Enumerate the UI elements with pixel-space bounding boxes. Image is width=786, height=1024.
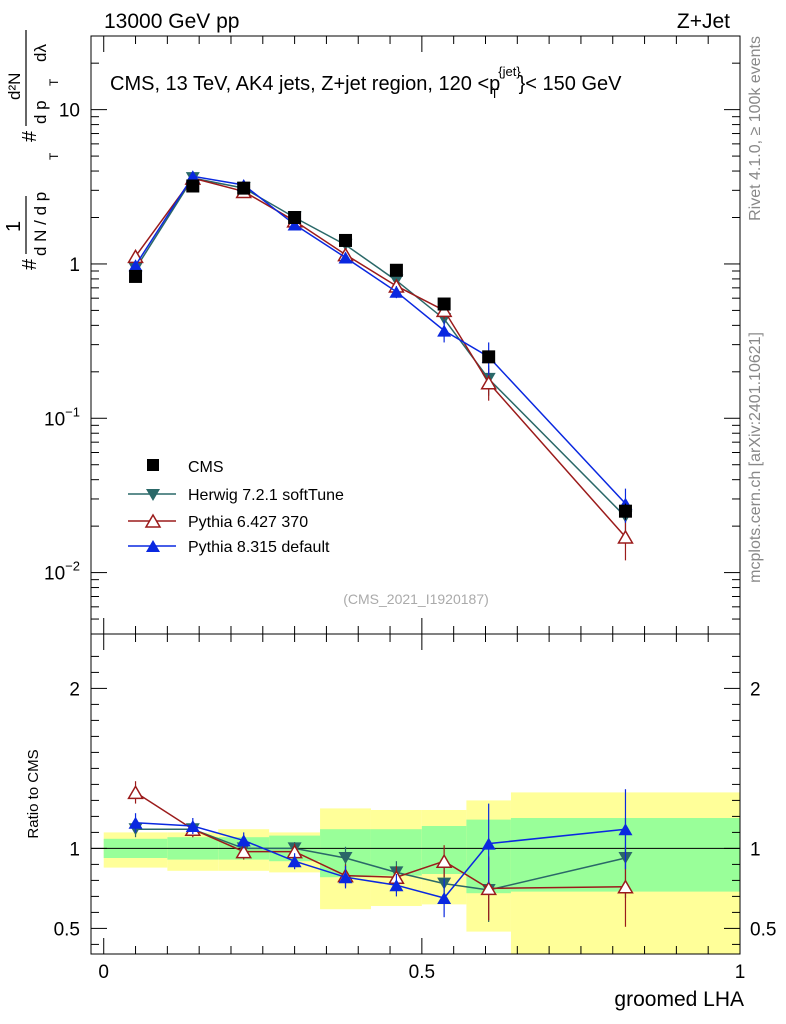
- ratio-y-tick-label-right: 1: [750, 839, 761, 860]
- main-ylabel: # 1 d N / d p T # d²N d p T dλ: [3, 30, 61, 270]
- main-data-point: [618, 504, 632, 518]
- ratio-data-point: [437, 892, 452, 904]
- ratio-data-point: [480, 880, 497, 896]
- legend-label-py6: Pythia 6.427 370: [188, 514, 308, 531]
- main-data-point: [185, 170, 200, 183]
- main-y-tick-base: 10: [44, 409, 65, 430]
- main-data-point: [389, 285, 404, 298]
- ylabel-dlambda: dλ: [31, 44, 50, 62]
- rivet-label: Rivet 4.1.0, ≥ 100k events: [747, 36, 764, 221]
- ratio-ylabel: Ratio to CMS: [25, 749, 42, 838]
- ylabel-T2: T: [47, 78, 61, 86]
- plot-title-sub: T: [491, 86, 499, 101]
- main-data-point: [482, 350, 496, 364]
- ratio-y-tick-label: 0.5: [54, 919, 80, 940]
- ratio-data-point: [338, 852, 353, 864]
- legend: CMS Herwig 7.2.1 softTune Pythia 6.427 3…: [128, 459, 344, 556]
- ratio-bands: [103, 792, 740, 954]
- header-left-title: 13000 GeV pp: [104, 10, 239, 33]
- ratio-data-point: [185, 820, 200, 832]
- main-y-tick-label: 10−1: [44, 404, 80, 430]
- main-y-tick-exp: −2: [65, 559, 80, 574]
- main-y-tick-base: 10: [44, 564, 65, 585]
- ratio-data-point: [287, 855, 302, 868]
- ylabel-dpT: d p: [31, 100, 50, 124]
- ratio-y-tick-label-right: 0.5: [750, 919, 776, 940]
- legend-label-cms: CMS: [188, 459, 224, 476]
- ratio-x-tick-label: 0: [98, 962, 109, 983]
- legend-label-py8: Pythia 8.315 default: [188, 539, 330, 556]
- site-label: mcplots.cern.ch [arXiv:2401.10621]: [747, 332, 764, 583]
- main-data-point: [128, 259, 143, 272]
- ratio-series: [127, 781, 634, 927]
- ratio-data-point: [435, 853, 453, 868]
- ylabel-one: 1: [3, 221, 25, 232]
- main-data-point: [288, 210, 302, 224]
- main-data-point: [437, 324, 452, 337]
- main-data-point: [617, 529, 634, 544]
- ratio-frame: [90, 633, 741, 955]
- plot-title: CMS, 13 TeV, AK4 jets, Z+jet region, 120…: [110, 64, 622, 101]
- ratio-data-point: [338, 871, 353, 884]
- legend-label-herwig: Herwig 7.2.1 softTune: [188, 487, 344, 504]
- legend-marker-py6: [144, 513, 162, 528]
- ylabel-hash2: #: [19, 130, 41, 142]
- main-data-point: [186, 179, 200, 193]
- ratio-data-point: [617, 879, 634, 894]
- plot-title-sup: {jet}: [498, 64, 521, 79]
- ratio-x-tick-label: 1: [735, 962, 746, 983]
- ratio-data-point: [128, 816, 143, 829]
- ratio-data-point: [481, 837, 496, 850]
- main-series: [127, 170, 634, 561]
- main-data-point: [237, 181, 251, 195]
- main-data-point: [339, 233, 353, 247]
- xlabel: groomed LHA: [614, 988, 744, 1011]
- plot-title-suffix: }< 150 GeV: [519, 73, 623, 95]
- ratio-data-point: [127, 784, 144, 800]
- ratio-x-tick-label: 0.5: [409, 962, 435, 983]
- main-data-point: [480, 375, 497, 390]
- main-series-line: [134, 177, 627, 538]
- ylabel-T1: T: [47, 152, 61, 160]
- main-data-point: [389, 263, 403, 277]
- ratio-y-tick-label-right: 2: [750, 679, 761, 700]
- ratio-data-point: [235, 844, 253, 859]
- legend-marker-cms: [147, 459, 159, 471]
- ratio-panel: 0.5 0.5 1 1 2 2 0 0.5 1 Ratio to CMS groomed LHA: [25, 633, 776, 1011]
- ratio-y-tick-label: 2: [69, 679, 80, 700]
- main-y-tick-label: 10: [59, 101, 80, 122]
- ratio-y-tick-label: 1: [69, 839, 80, 860]
- ylabel-hash: #: [19, 258, 41, 270]
- legend-marker-py8: [146, 540, 160, 552]
- main-y-tick-label: 1: [69, 255, 80, 276]
- main-data-point: [437, 297, 451, 311]
- main-data-point: [338, 251, 353, 264]
- main-y-tick-label: 10−2: [44, 559, 80, 585]
- ratio-ticks: 0.5 0.5 1 1 2 2 0 0.5 1: [54, 634, 776, 983]
- ylabel-d2N: d²N: [5, 73, 24, 100]
- ylabel-dN: d N / d p: [31, 192, 50, 256]
- main-data-point: [129, 269, 143, 283]
- main-data-point: [287, 218, 302, 231]
- legend-marker-herwig: [146, 489, 160, 501]
- header-right-title: Z+Jet: [677, 10, 730, 33]
- ratio-data-point: [618, 823, 633, 836]
- main-y-tick-exp: −1: [65, 404, 80, 419]
- watermark: (CMS_2021_I1920187): [343, 591, 489, 607]
- plot-title-prefix: CMS, 13 TeV, AK4 jets, Z+jet region, 120…: [110, 73, 500, 95]
- ratio-data-point: [236, 834, 251, 847]
- ratio-data-point: [389, 879, 404, 892]
